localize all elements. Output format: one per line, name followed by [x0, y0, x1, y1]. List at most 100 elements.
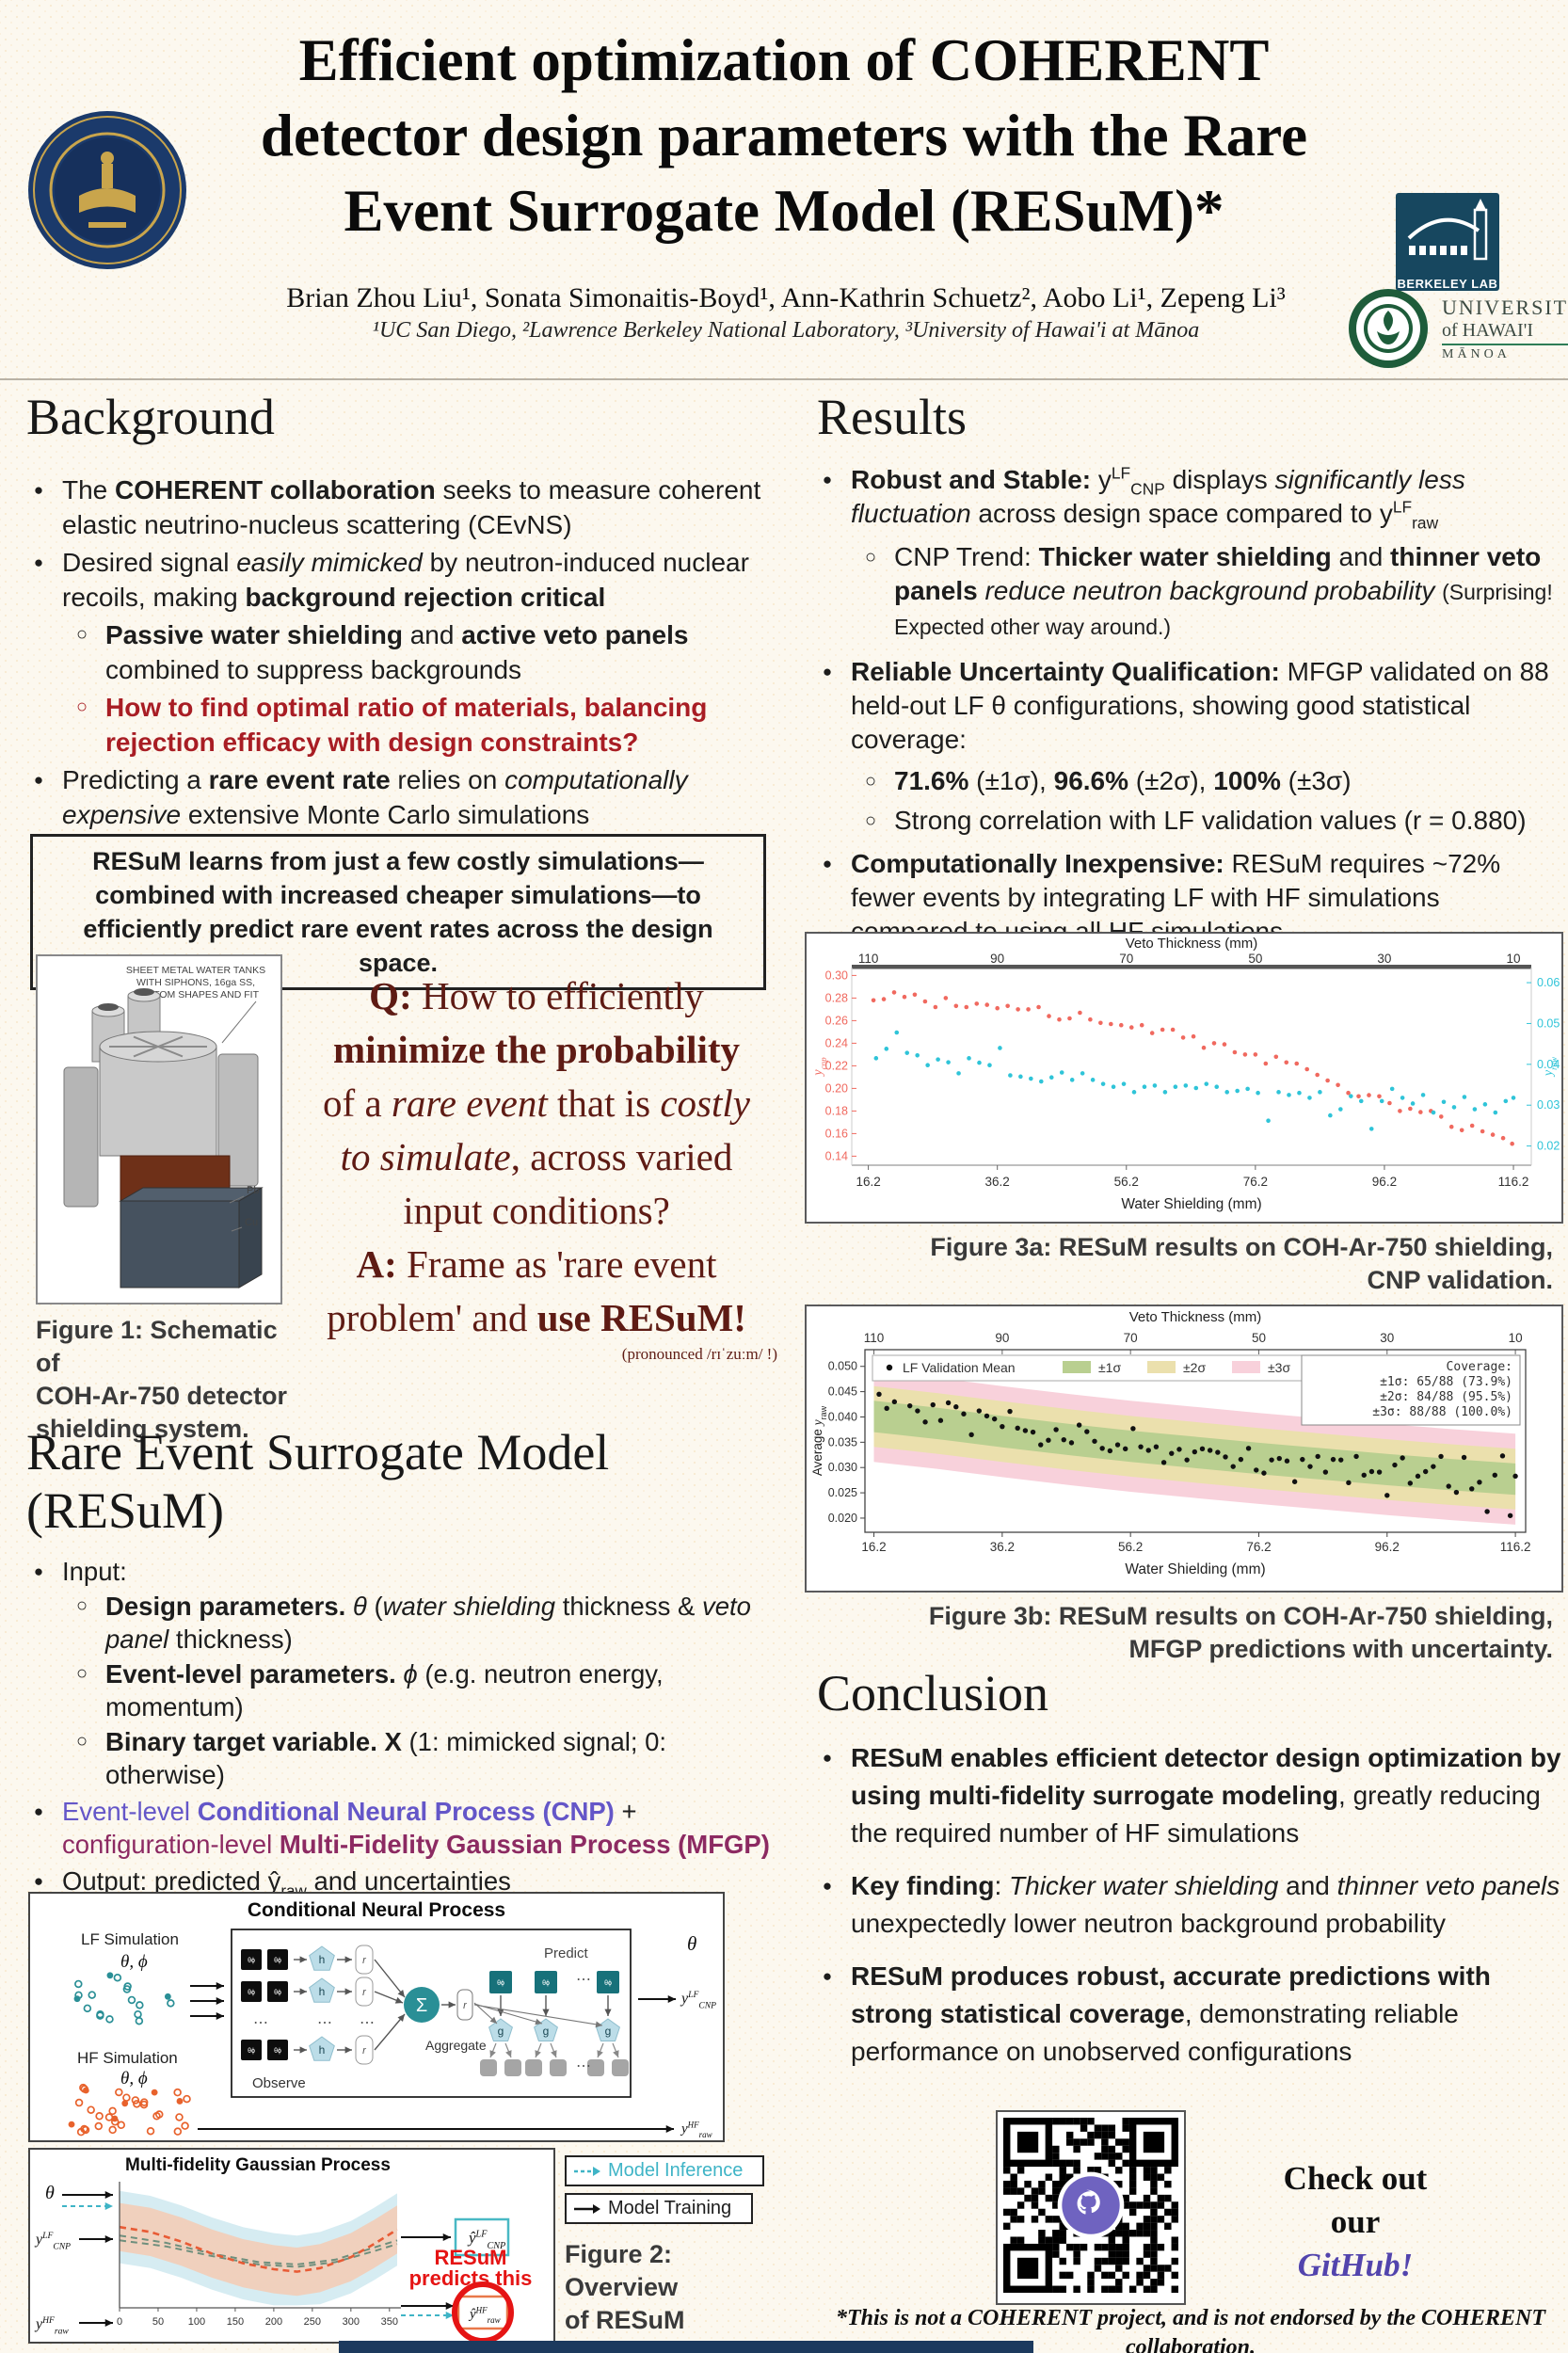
svg-text:0.22: 0.22 [825, 1059, 848, 1072]
background-bullets: ● The COHERENT collaboration seeks to mea… [28, 472, 772, 832]
resum-callout-box: RESuM learns from just a few costly simu… [30, 834, 766, 990]
qr-code-icon [1003, 2118, 1178, 2293]
svg-text:⋯: ⋯ [253, 2015, 268, 2031]
uh-line3: MĀNOA [1442, 346, 1511, 361]
svg-text:θ, ϕ: θ, ϕ [120, 2069, 148, 2089]
svg-text:Observe: Observe [252, 2075, 306, 2091]
svg-text:LF Simulation: LF Simulation [81, 1930, 179, 1948]
figure2-cnp-panel: Conditional Neural Process LF Simulation θ… [28, 1892, 725, 2142]
github-link-text: GitHub! [1297, 2247, 1414, 2283]
svg-text:0.04: 0.04 [1537, 1058, 1560, 1071]
bullet-item: ● Reliable Uncertainty Qualification: MFG… [817, 655, 1562, 757]
legend-label: Model Inference [608, 2160, 744, 2181]
svg-text:θϕ: θϕ [248, 1990, 255, 1996]
poster-header: Efficient optimization of COHERENT detec… [113, 23, 1455, 248]
svg-text:96.2: 96.2 [1372, 1175, 1397, 1189]
svg-text:300: 300 [343, 2316, 360, 2328]
bullet-text: How to find optimal ratio of materials, … [105, 693, 708, 757]
svg-text:76.2: 76.2 [1243, 1175, 1268, 1189]
qa-line: Q: How to efficiently [369, 974, 704, 1017]
svg-text:56.2: 56.2 [1118, 1540, 1143, 1554]
bullet-icon: ● [33, 771, 44, 789]
svg-text:350: 350 [381, 2316, 398, 2328]
qa-line: minimize the probability [332, 1028, 741, 1071]
caption-line: CNP validation. [1367, 1266, 1553, 1294]
resum-heading-line1: Rare Event Surrogate Model [26, 1424, 610, 1481]
uh-manoa-logo: UNIVERSITY of HAWAI'I MĀNOA [1348, 288, 1568, 369]
svg-text:50: 50 [152, 2316, 164, 2328]
svg-text:200: 200 [265, 2316, 282, 2328]
figure2-caption: Figure 2: Overview of RESuM framework. [565, 2238, 772, 2353]
svg-text:θϕ: θϕ [604, 1980, 612, 1987]
svg-text:0.025: 0.025 [828, 1486, 857, 1499]
bullet-item: ● Predicting a rare event rate relies on … [28, 762, 772, 832]
fig3a-scatter-chart: Veto Thickness (mm) 110 90 70 50 30 10 0.14 0.16… [811, 936, 1560, 1212]
github-line1: Check out [1283, 2160, 1428, 2197]
svg-text:100: 100 [188, 2316, 205, 2328]
svg-text:0.02: 0.02 [1537, 1140, 1560, 1153]
bullet-icon: ● [33, 1802, 44, 1820]
results-bullets: ● Robust and Stable: yLFCNP displays sign… [817, 463, 1562, 949]
bullet-item: ● Output: predicted ŷraw and uncertaintie… [28, 1865, 781, 1899]
circle-bullet-icon: ○ [75, 1595, 88, 1616]
qa-block: Q: How to efficiently minimize the proba… [290, 969, 783, 1364]
bullet-item: ● Event-level Conditional Neural Process … [28, 1795, 781, 1861]
qa-line: problem' and use RESuM! [327, 1296, 746, 1339]
conclusion-heading: Conclusion [817, 1665, 1049, 1721]
svg-text:r: r [362, 1987, 367, 1998]
svg-text:16.2: 16.2 [861, 1540, 886, 1554]
bullet-text: Desired signal easily mimicked by neutro… [62, 548, 749, 612]
svg-text:70: 70 [1124, 1331, 1138, 1345]
fig2-legend-training: Model Training [565, 2193, 753, 2224]
bullet-text: Strong correlation with LF validation va… [894, 806, 1527, 835]
bullet-icon: ● [822, 471, 833, 488]
svg-text:50: 50 [1248, 952, 1262, 966]
bullet-icon: ● [33, 481, 44, 499]
resum-heading-line2: (RESuM) [26, 1482, 225, 1539]
solid-arrow-icon [574, 2203, 600, 2214]
svg-text:50: 50 [1252, 1331, 1266, 1345]
svg-text:Veto Thickness (mm): Veto Thickness (mm) [1129, 1309, 1262, 1325]
bullet-text: RESuM produces robust, accurate predicti… [851, 1961, 1491, 2066]
qa-line: A: Frame as 'rare event [356, 1242, 717, 1286]
svg-text:±2σ: 84/88 (95.5%): ±2σ: 84/88 (95.5%) [1380, 1390, 1512, 1404]
bullet-icon: ● [33, 1562, 44, 1580]
bullet-text: Reliable Uncertainty Qualification: MFGP… [851, 657, 1549, 754]
svg-text:0.16: 0.16 [825, 1127, 848, 1140]
svg-text:θϕ: θϕ [274, 1958, 281, 1964]
affiliations-line: ¹UC San Diego, ²Lawrence Berkeley Nation… [372, 318, 1200, 343]
svg-text:±3σ: 88/88 (100.0%): ±3σ: 88/88 (100.0%) [1372, 1405, 1512, 1419]
svg-text:56.2: 56.2 [1114, 1175, 1139, 1189]
bullet-text: Design parameters. θ (water shielding th… [105, 1592, 751, 1654]
bullet-text: RESuM enables efficient detector design … [851, 1743, 1561, 1848]
svg-text:Cu: Cu [245, 1217, 258, 1228]
bullet-icon: ● [33, 1872, 44, 1890]
uh-seal-icon [1349, 289, 1428, 368]
svg-text:76.2: 76.2 [1246, 1540, 1271, 1554]
bullet-icon: ● [822, 1749, 833, 1767]
svg-text:±1σ: ±1σ [1098, 1360, 1121, 1375]
svg-text:Pb: Pb [247, 1185, 259, 1196]
svg-text:SHEET METAL WATER TANKS: SHEET METAL WATER TANKS [126, 965, 265, 976]
svg-text:0.18: 0.18 [825, 1104, 848, 1117]
svg-text:yLFCNP: yLFCNP [680, 1990, 716, 2011]
svg-text:10: 10 [1507, 952, 1521, 966]
svg-text:0.06: 0.06 [1537, 976, 1560, 989]
svg-text:h: h [319, 2043, 326, 2057]
sub-bullet-item: ○ How to find optimal ratio of materials,… [72, 690, 772, 760]
svg-text:70: 70 [1119, 952, 1133, 966]
svg-text:Aggregate: Aggregate [425, 2038, 487, 2053]
bullet-text: Event-level parameters. ϕ (e.g. neutron … [105, 1659, 664, 1721]
svg-text:Water Shielding (mm): Water Shielding (mm) [1121, 1196, 1261, 1212]
svg-text:0.05: 0.05 [1537, 1016, 1560, 1030]
fig2-legend-inference: Model Inference [565, 2155, 764, 2186]
bullet-text: Passive water shielding and active veto … [105, 620, 689, 684]
bullet-item: ● Robust and Stable: yLFCNP displays sign… [817, 463, 1562, 531]
figure3a-caption: Figure 3a: RESuM results on COH-Ar-750 s… [809, 1231, 1553, 1297]
svg-text:CUSTOM SHAPES AND FIT: CUSTOM SHAPES AND FIT [133, 989, 260, 1000]
results-heading: Results [817, 389, 968, 445]
svg-text:θϕ: θϕ [542, 1980, 550, 1987]
bullet-item: ● Key finding: Thicker water shielding an… [817, 1867, 1562, 1943]
poster-title-line2: detector design parameters with the Rare [260, 103, 1308, 168]
resum-heading: Rare Event Surrogate Model (RESuM) [26, 1423, 609, 1540]
